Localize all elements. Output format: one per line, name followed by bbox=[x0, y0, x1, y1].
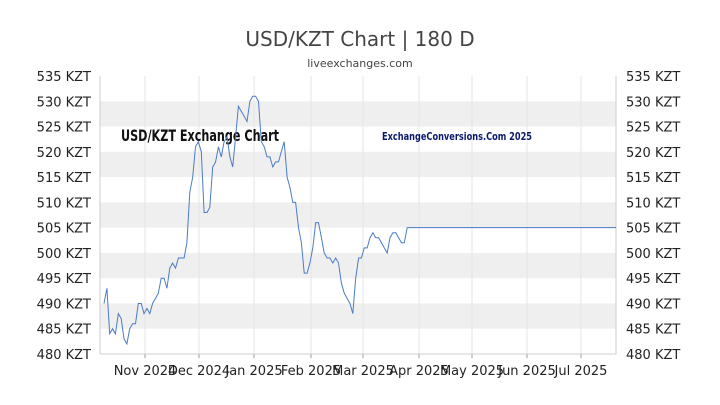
y-tick-label-right: 485 KZT bbox=[626, 323, 680, 338]
y-tick-label-right: 520 KZT bbox=[626, 146, 680, 161]
y-tick-label-left: 535 KZT bbox=[37, 70, 91, 85]
overlay-label-left: USD/KZT Exchange Chart bbox=[121, 126, 279, 145]
y-tick-label-right: 495 KZT bbox=[626, 272, 680, 287]
y-tick-label-right: 515 KZT bbox=[626, 171, 680, 186]
y-tick-label-left: 480 KZT bbox=[37, 348, 91, 363]
y-tick-label-right: 530 KZT bbox=[626, 95, 680, 110]
y-tick-label-left: 485 KZT bbox=[37, 323, 91, 338]
x-tick-label: Nov 2024 bbox=[114, 364, 177, 379]
y-tick-label-right: 490 KZT bbox=[626, 297, 680, 312]
y-tick-label-right: 500 KZT bbox=[626, 247, 680, 262]
y-tick-label-left: 500 KZT bbox=[37, 247, 91, 262]
y-tick-label-right: 535 KZT bbox=[626, 70, 680, 85]
x-tick-label: Apr 2025 bbox=[389, 364, 449, 379]
series-line-usd-kzt bbox=[103, 95, 616, 346]
x-tick-label: Jul 2025 bbox=[554, 364, 608, 379]
x-tick-label: Jan 2025 bbox=[224, 364, 282, 379]
grid-band bbox=[100, 151, 616, 178]
x-tick-label: Feb 2025 bbox=[281, 364, 341, 379]
grid-band bbox=[100, 101, 616, 127]
y-tick-label-left: 530 KZT bbox=[37, 95, 91, 110]
y-axis-labels: 480 KZT 480 KZT 485 KZT 485 KZT 490 KZT 490 K… bbox=[37, 70, 681, 363]
overlay-label-right: ExchangeConversions.Com 2025 bbox=[382, 130, 532, 143]
y-tick-label-left: 495 KZT bbox=[37, 272, 91, 287]
grid-band bbox=[100, 202, 616, 228]
y-tick-label-left: 490 KZT bbox=[37, 297, 91, 312]
chart-title: USD/KZT Chart | 180 D bbox=[245, 27, 474, 51]
x-tick-label: May 2025 bbox=[440, 364, 504, 379]
y-tick-label-left: 520 KZT bbox=[37, 146, 91, 161]
x-tick-label: Jun 2025 bbox=[497, 364, 556, 379]
y-tick-label-left: 510 KZT bbox=[37, 196, 91, 211]
x-tick-label: Dec 2024 bbox=[168, 364, 230, 379]
grid-band bbox=[100, 303, 616, 329]
y-tick-label-left: 515 KZT bbox=[37, 171, 91, 186]
y-tick-label-right: 510 KZT bbox=[626, 196, 680, 211]
y-tick-label-left: 525 KZT bbox=[37, 121, 91, 136]
x-tick-label: Mar 2025 bbox=[332, 364, 394, 379]
y-tick-label-right: 505 KZT bbox=[626, 222, 680, 237]
price-series bbox=[103, 95, 616, 346]
y-tick-label-left: 505 KZT bbox=[37, 222, 91, 237]
x-grid-lines bbox=[144, 76, 582, 358]
y-tick-label-right: 525 KZT bbox=[626, 121, 680, 136]
y-tick-label-right: 480 KZT bbox=[626, 348, 680, 363]
chart-subtitle: liveexchanges.com bbox=[307, 57, 412, 70]
